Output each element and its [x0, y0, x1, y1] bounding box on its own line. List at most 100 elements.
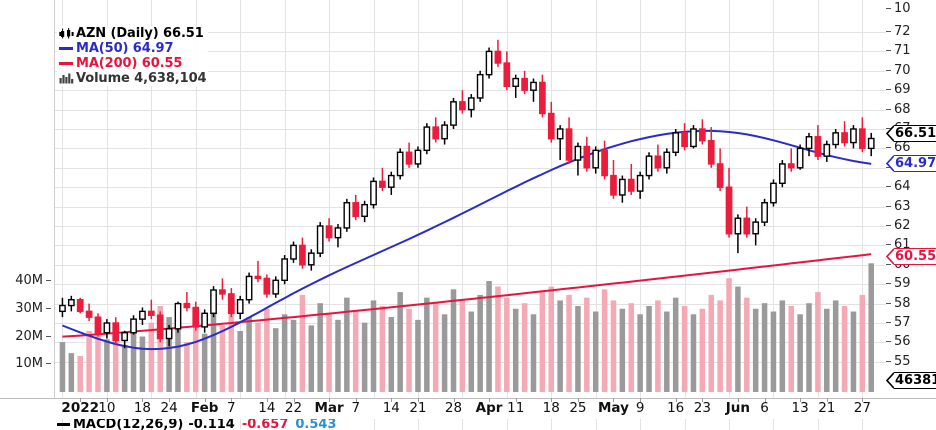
line-red-icon: [59, 57, 74, 70]
date-tick-Jun: Jun: [725, 400, 751, 416]
date-tick-22: 22: [284, 400, 303, 416]
date-tickmark: [551, 398, 552, 402]
ma50-tag-value: 64.97: [894, 155, 936, 172]
date-tickmark: [329, 398, 330, 402]
date-tick-7: 7: [227, 400, 236, 416]
volume-bars-icon: [59, 72, 74, 85]
legend-volume-text: Volume 4,638,104: [76, 71, 207, 86]
volume-tag-value: 46381: [894, 372, 936, 389]
price-tick-68: 68: [886, 103, 911, 116]
date-tickmark: [454, 398, 455, 402]
date-tickmark: [142, 398, 143, 402]
price-plot-area[interactable]: [55, 0, 886, 398]
date-tickmark: [578, 398, 579, 402]
macd-histogram: 0.543: [295, 419, 337, 430]
volume-tick-40M: 40M: [15, 274, 51, 287]
date-tickmark: [356, 398, 357, 402]
date-tick-14: 14: [382, 400, 400, 416]
price-tick-64: 64: [886, 180, 911, 193]
date-tickmark: [294, 398, 295, 402]
legend-row-ma200: MA(200) 60.55: [59, 56, 206, 71]
date-tick-18: 18: [133, 400, 152, 416]
date-tickmark: [613, 398, 614, 402]
date-tick-Feb: Feb: [190, 400, 219, 416]
date-tickmark: [391, 398, 392, 402]
volume-axis-line: [54, 0, 55, 398]
date-tickmark: [516, 398, 517, 402]
ma200-tag-value: 60.55: [894, 248, 936, 265]
last-price-tag: 66.51: [886, 125, 936, 142]
macd-label-text: MACD(12,26,9): [73, 419, 184, 430]
date-tickmark: [231, 398, 232, 402]
legend-row-ma50: MA(50) 64.97: [59, 41, 206, 56]
date-tickmark: [80, 398, 81, 402]
ma200-tag: 60.55: [886, 248, 936, 265]
volume-tick-20M: 20M: [15, 330, 51, 343]
volume-tag: 46381: [886, 372, 936, 389]
price-tick-55: 55: [886, 355, 911, 368]
volume-tick-30M: 30M: [15, 302, 51, 315]
line-blue-icon: [59, 42, 74, 55]
price-tick-58: 58: [886, 297, 911, 310]
date-tick-2022: 2022: [61, 400, 100, 416]
legend-row-symbol: AZN (Daily) 66.51: [59, 26, 206, 41]
date-tick-14: 14: [258, 400, 276, 416]
date-tick-13: 13: [791, 400, 809, 416]
price-tick-72: 72: [886, 25, 911, 38]
date-tick-9: 9: [635, 400, 645, 416]
date-tickmark: [489, 398, 490, 402]
date-tick-23: 23: [693, 400, 711, 416]
candlestick-series: [59, 39, 875, 393]
macd-value: -0.114: [188, 419, 235, 430]
date-tick-27: 27: [853, 400, 871, 416]
price-tick-56: 56: [886, 335, 911, 348]
date-tick-28: 28: [444, 400, 463, 416]
date-tickmark: [862, 398, 863, 402]
macd-signal: -0.657: [241, 419, 289, 430]
price-tick-59: 59: [886, 277, 911, 290]
price-tick-71: 71: [886, 44, 911, 57]
volume-tick-10M: 10M: [15, 357, 51, 370]
price-tick-70: 70: [886, 64, 911, 77]
date-tick-7: 7: [351, 400, 361, 416]
last-price-tag-value: 66.51: [894, 125, 936, 142]
date-tick-24: 24: [160, 400, 178, 416]
date-tickmark: [205, 398, 206, 402]
date-tick-6: 6: [760, 400, 769, 416]
date-tick-Apr: Apr: [475, 400, 503, 416]
macd-legend: MACD(12,26,9) -0.114 -0.657 0.543: [57, 419, 336, 430]
date-tick-May: May: [598, 400, 629, 416]
date-tick-21: 21: [409, 400, 427, 416]
price-tick-57: 57: [886, 316, 911, 329]
date-tickmark: [827, 398, 828, 402]
date-tickmark: [800, 398, 801, 402]
date-tick-18: 18: [542, 400, 560, 416]
date-tick-16: 16: [667, 400, 685, 416]
date-tickmark: [765, 398, 766, 402]
legend-ma200-text: MA(200) 60.55: [76, 56, 183, 71]
date-tickmark: [418, 398, 419, 402]
chart-legend: AZN (Daily) 66.51 MA(50) 64.97 MA(200) 6…: [57, 26, 209, 86]
price-tick-63: 63: [886, 200, 911, 213]
date-tickmark: [640, 398, 641, 402]
date-tick-11: 11: [507, 400, 525, 416]
date-tickmark: [169, 398, 170, 402]
date-tick-25: 25: [569, 400, 587, 416]
macd-panel[interactable]: MACD(12,26,9) -0.114 -0.657 0.543: [0, 419, 936, 430]
price-tick-66: 66: [886, 141, 911, 154]
date-tickmark: [107, 398, 108, 402]
date-tickmark: [676, 398, 677, 402]
legend-row-volume: Volume 4,638,104: [59, 71, 207, 86]
volume-axis: 40M 30M 20M 10M: [0, 0, 55, 398]
macd-line-icon: [57, 423, 70, 426]
date-tickmark: [267, 398, 268, 402]
date-tick-Mar: Mar: [314, 400, 344, 416]
price-tick-62: 62: [886, 219, 911, 232]
date-tick-10: 10: [98, 400, 116, 416]
price-axis: 72717069686766656463626160595857565510: [886, 0, 936, 398]
candlestick-icon: [59, 27, 74, 40]
ma50-tag: 64.97: [886, 155, 936, 172]
legend-ma50-text: MA(50) 64.97: [76, 41, 174, 56]
legend-symbol-text: AZN (Daily) 66.51: [76, 26, 204, 41]
